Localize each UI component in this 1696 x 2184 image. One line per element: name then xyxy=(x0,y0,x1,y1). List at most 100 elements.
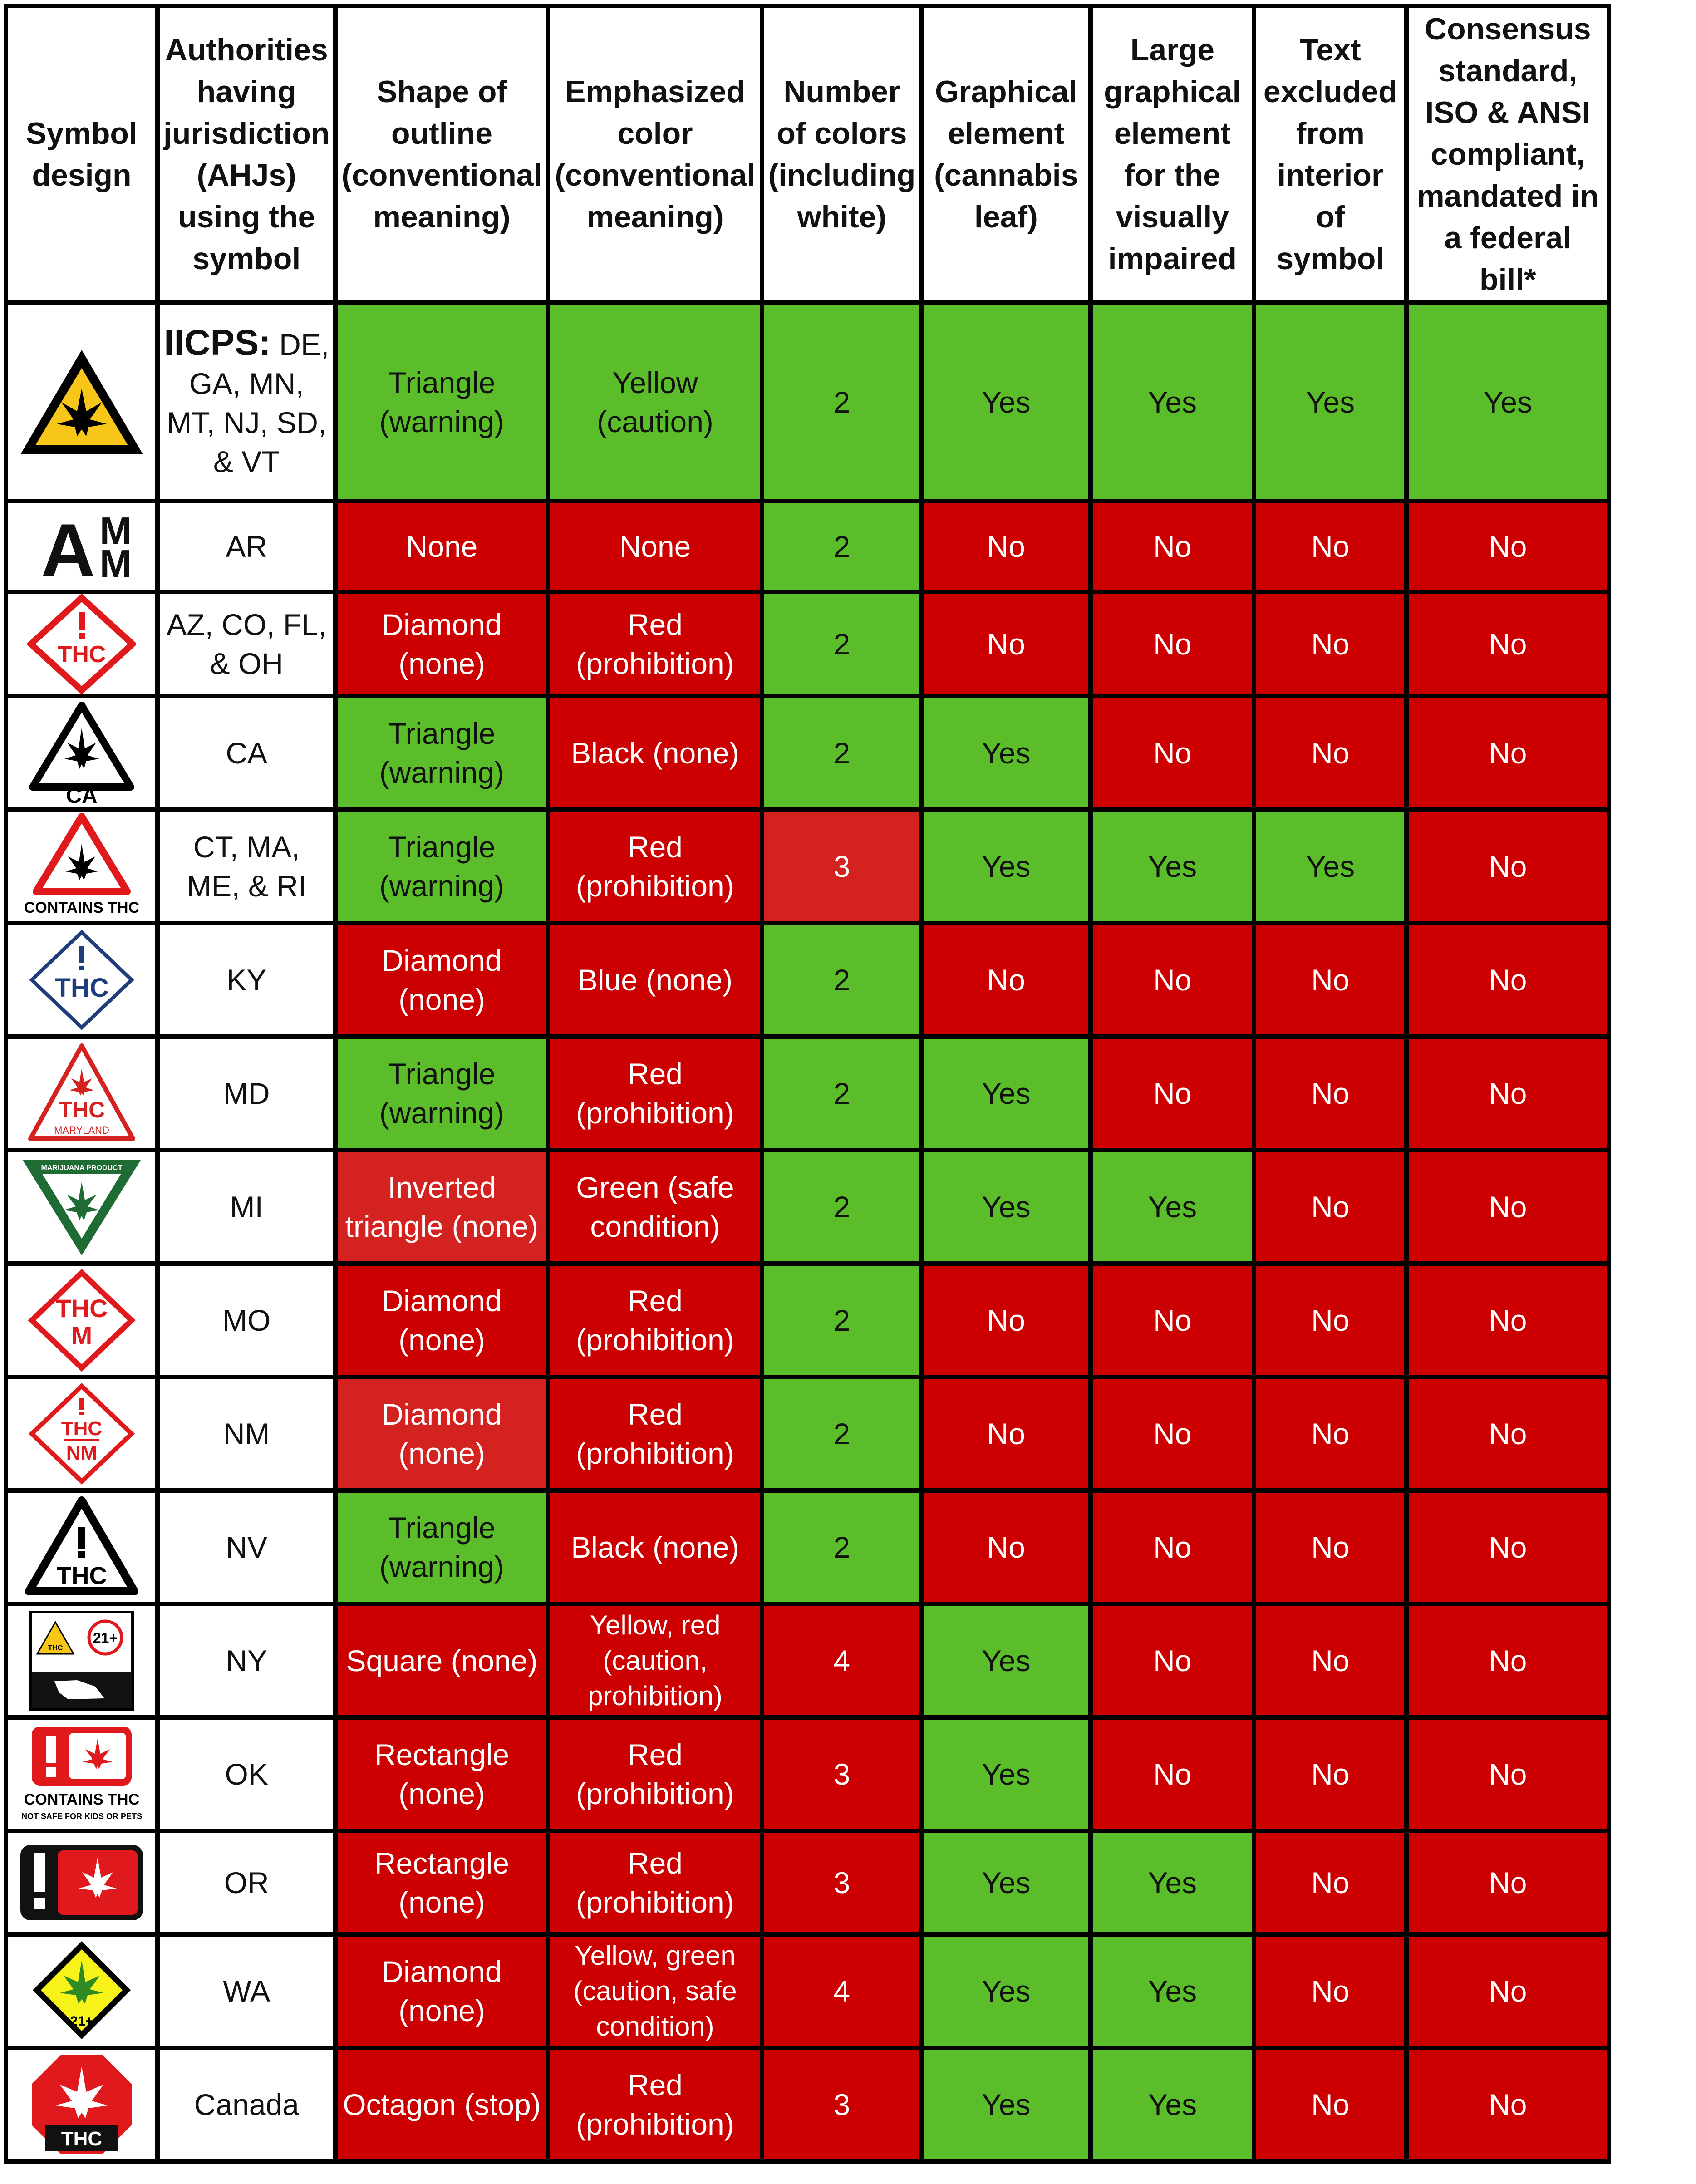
large-cell: No xyxy=(1088,1375,1257,1493)
header-graphical: Graphical element (cannabis leaf) xyxy=(919,4,1093,305)
table-row: THC MARYLAND MD Triangle (warning) Red (… xyxy=(4,1034,1612,1152)
text-excluded-cell: No xyxy=(1252,1602,1409,1720)
leaf-cell: Yes xyxy=(919,300,1093,503)
mi-inverted-triangle-icon: MARIJUANA PRODUCT xyxy=(23,1160,141,1255)
leaf-cell: No xyxy=(919,590,1093,698)
color-cell: Yellow, green (caution, safe condition) xyxy=(546,1932,765,2050)
symbol-cell: THC NM xyxy=(4,1375,160,1493)
text-excluded-cell: No xyxy=(1252,1932,1409,2050)
md-triangle-icon: THC MARYLAND xyxy=(28,1043,135,1141)
symbol-cell: THC xyxy=(4,1488,160,1606)
shape-cell: Triangle (warning) xyxy=(333,300,551,503)
header-color: Emphasized color (conventional meaning) xyxy=(546,4,765,305)
leaf-cell: Yes xyxy=(919,1829,1093,1937)
shape-cell: Inverted triangle (none) xyxy=(333,1148,551,1266)
svg-text:CONTAINS THC: CONTAINS THC xyxy=(24,1791,139,1808)
consensus-cell: No xyxy=(1404,1034,1612,1152)
leaf-cell: Yes xyxy=(919,1715,1093,1833)
mo-diamond-icon: THC M xyxy=(28,1269,136,1372)
ahj-cell: NV xyxy=(155,1488,338,1606)
text-excluded-cell: No xyxy=(1252,1715,1409,1833)
canada-octagon-icon: THC xyxy=(30,2053,133,2156)
color-cell: None xyxy=(546,499,765,594)
color-cell: Red (prohibition) xyxy=(546,1261,765,1379)
large-cell: No xyxy=(1088,1488,1257,1606)
table-row: THC M MO Diamond (none) Red (prohibition… xyxy=(4,1261,1612,1379)
consensus-cell: No xyxy=(1404,807,1612,925)
contains-thc-triangle-icon: CONTAINS THC xyxy=(24,814,139,916)
color-cell: Red (prohibition) xyxy=(546,590,765,698)
text-excluded-cell: No xyxy=(1252,2046,1409,2164)
consensus-cell: No xyxy=(1404,1488,1612,1606)
text-excluded-cell: No xyxy=(1252,1829,1409,1937)
leaf-cell: Yes xyxy=(919,1932,1093,2050)
symbol-cell xyxy=(4,300,160,503)
color-cell: Black (none) xyxy=(546,694,765,812)
svg-text:THC: THC xyxy=(58,641,106,668)
header-symbol-design: Symbol design xyxy=(4,4,160,305)
svg-text:THC: THC xyxy=(57,1562,107,1589)
consensus-cell: Yes xyxy=(1404,300,1612,503)
color-cell: Red (prohibition) xyxy=(546,1715,765,1833)
table-row: MARIJUANA PRODUCT MI Inverted triangle (… xyxy=(4,1148,1612,1266)
num-colors-cell: 2 xyxy=(760,499,924,594)
num-colors-cell: 3 xyxy=(760,1829,924,1937)
large-cell: Yes xyxy=(1088,1148,1257,1266)
shape-cell: Diamond (none) xyxy=(333,1261,551,1379)
table-row: THC 21+ NY Square (none) Yellow, red (ca… xyxy=(4,1602,1612,1720)
leaf-cell: No xyxy=(919,1488,1093,1606)
symbol-cell: THC M xyxy=(4,1261,160,1379)
table-row: 21+ WA Diamond (none) Yellow, green (cau… xyxy=(4,1932,1612,2050)
color-cell: Black (none) xyxy=(546,1488,765,1606)
text-excluded-cell: No xyxy=(1252,1488,1409,1606)
large-cell: No xyxy=(1088,499,1257,594)
header-row: Symbol design Authorities having jurisdi… xyxy=(4,4,1612,305)
consensus-cell: No xyxy=(1404,1932,1612,2050)
color-cell: Yellow (caution) xyxy=(546,300,765,503)
color-cell: Red (prohibition) xyxy=(546,1375,765,1493)
ahj-cell: CT, MA, ME, & RI xyxy=(155,807,338,925)
color-cell: Red (prohibition) xyxy=(546,807,765,925)
color-cell: Yellow, red (caution, prohibition) xyxy=(546,1602,765,1720)
num-colors-cell: 2 xyxy=(760,1488,924,1606)
comparison-table: Symbol design Authorities having jurisdi… xyxy=(4,4,1612,2164)
ahj-cell: MD xyxy=(155,1034,338,1152)
symbol-cell: CA xyxy=(4,694,160,812)
color-cell: Red (prohibition) xyxy=(546,1034,765,1152)
color-cell: Red (prohibition) xyxy=(546,2046,765,2164)
ahj-cell: AZ, CO, FL, & OH xyxy=(155,590,338,698)
ahj-cell: NM xyxy=(155,1375,338,1493)
ahj-cell: IICPS: DE, GA, MN, MT, NJ, SD, & VT xyxy=(155,300,338,503)
symbol-cell: THC MARYLAND xyxy=(4,1034,160,1152)
header-consensus: Consensus standard, ISO & ANSI compliant… xyxy=(1404,4,1612,305)
svg-text:21+: 21+ xyxy=(70,2014,93,2029)
text-excluded-cell: No xyxy=(1252,921,1409,1039)
consensus-cell: No xyxy=(1404,590,1612,698)
large-cell: Yes xyxy=(1088,807,1257,925)
ahj-cell: MO xyxy=(155,1261,338,1379)
large-cell: No xyxy=(1088,590,1257,698)
num-colors-cell: 2 xyxy=(760,590,924,698)
table-row: IICPS: DE, GA, MN, MT, NJ, SD, & VT Tria… xyxy=(4,300,1612,503)
header-ahj: Authorities having jurisdiction (AHJs) u… xyxy=(155,4,338,305)
svg-text:THC: THC xyxy=(59,1097,105,1122)
svg-text:THC: THC xyxy=(48,1644,63,1652)
or-rectangle-icon xyxy=(20,1845,143,1920)
iicps-symbol-icon xyxy=(20,349,143,454)
ahj-bold-label: IICPS: xyxy=(164,322,271,363)
consensus-cell: No xyxy=(1404,1602,1612,1720)
num-colors-cell: 3 xyxy=(760,807,924,925)
num-colors-cell: 2 xyxy=(760,1034,924,1152)
symbol-cell: 21+ xyxy=(4,1932,160,2050)
shape-cell: None xyxy=(333,499,551,594)
large-cell: No xyxy=(1088,694,1257,812)
shape-cell: Diamond (none) xyxy=(333,1932,551,2050)
symbol-cell: CONTAINS THC NOT SAFE FOR KIDS OR PETS xyxy=(4,1715,160,1833)
svg-text:THC: THC xyxy=(54,973,108,1003)
ahj-cell: Canada xyxy=(155,2046,338,2164)
svg-text:CA: CA xyxy=(66,784,97,805)
ok-rectangle-icon: CONTAINS THC NOT SAFE FOR KIDS OR PETS xyxy=(21,1727,142,1821)
num-colors-cell: 4 xyxy=(760,1602,924,1720)
large-cell: No xyxy=(1088,1715,1257,1833)
svg-text:CONTAINS THC: CONTAINS THC xyxy=(24,899,139,916)
